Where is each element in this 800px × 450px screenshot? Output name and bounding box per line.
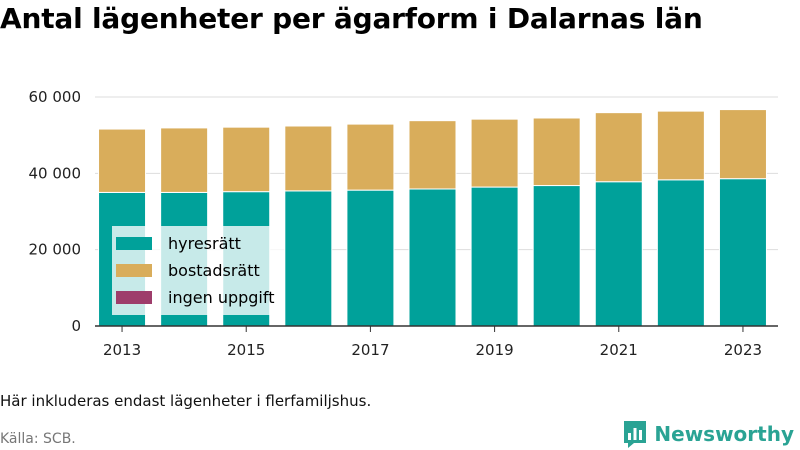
stacked-bar-chart: 0 20 000 40 000 60 000 2013 2015 2017 2019 2021… [29, 88, 778, 359]
bar-bostadsrätt-2021 [594, 112, 643, 183]
bars [98, 109, 767, 327]
bar-hyresrätt-2020 [532, 185, 581, 327]
bar-hyresrätt-2016 [284, 190, 333, 327]
bar-bostadsrätt-2017 [346, 123, 395, 191]
newsworthy-logo[interactable]: Newsworthy [622, 419, 794, 449]
bar-hyresrätt-2023 [718, 178, 767, 327]
source-credit: Källa: SCB. [0, 431, 76, 447]
x-tick-label: 2013 [103, 341, 141, 359]
bar-bostadsrätt-2019 [470, 118, 519, 188]
bar-hyresrätt-2022 [656, 179, 705, 327]
y-tick-label: 60 000 [29, 88, 82, 106]
bar-bostadsrätt-2023 [718, 109, 767, 180]
x-tick-label: 2021 [600, 341, 638, 359]
bar-bostadsrätt-2013 [98, 128, 147, 193]
x-tick-label: 2019 [475, 341, 513, 359]
x-tick-label: 2015 [227, 341, 265, 359]
bar-bostadsrätt-2020 [532, 117, 581, 187]
x-tick-label: 2023 [724, 341, 762, 359]
x-axis-ticks: 2013 2015 2017 2019 2021 2023 [103, 326, 762, 359]
legend-swatch-ingen-uppgift [116, 291, 152, 304]
legend-item-bostadsratt[interactable]: bostadsrätt [116, 257, 275, 284]
y-tick-label: 40 000 [29, 164, 82, 182]
bar-chart-logo-icon [624, 421, 647, 448]
y-tick-label: 20 000 [29, 241, 82, 259]
bar-bostadsrätt-2016 [284, 125, 333, 192]
legend-item-ingen-uppgift[interactable]: ingen uppgift [116, 284, 275, 311]
bar-bostadsrätt-2014 [160, 127, 209, 193]
chart-title: Antal lägenheter per ägarform i Dalarnas… [0, 2, 703, 35]
legend-item-hyresratt[interactable]: hyresrätt [116, 230, 275, 257]
legend-swatch-bostadsratt [116, 264, 152, 277]
bar-bostadsrätt-2018 [408, 120, 457, 190]
legend-label-hyresratt: hyresrätt [168, 234, 241, 253]
legend-swatch-hyresratt [116, 237, 152, 250]
bar-hyresrätt-2021 [594, 181, 643, 327]
legend-label-bostadsratt: bostadsrätt [168, 261, 260, 280]
bar-hyresrätt-2018 [408, 188, 457, 327]
bar-bostadsrätt-2015 [222, 126, 271, 193]
bar-bostadsrätt-2022 [656, 110, 705, 181]
brand-name: Newsworthy [654, 422, 794, 446]
y-tick-label: 0 [71, 317, 81, 335]
legend: hyresrätt bostadsrätt ingen uppgift [112, 226, 285, 315]
chart-note: Här inkluderas endast lägenheter i flerf… [0, 392, 372, 410]
legend-label-ingen-uppgift: ingen uppgift [168, 288, 275, 307]
y-axis-ticks: 0 20 000 40 000 60 000 [29, 88, 82, 335]
x-tick-label: 2017 [351, 341, 389, 359]
bar-hyresrätt-2017 [346, 189, 395, 327]
bar-hyresrätt-2019 [470, 186, 519, 327]
